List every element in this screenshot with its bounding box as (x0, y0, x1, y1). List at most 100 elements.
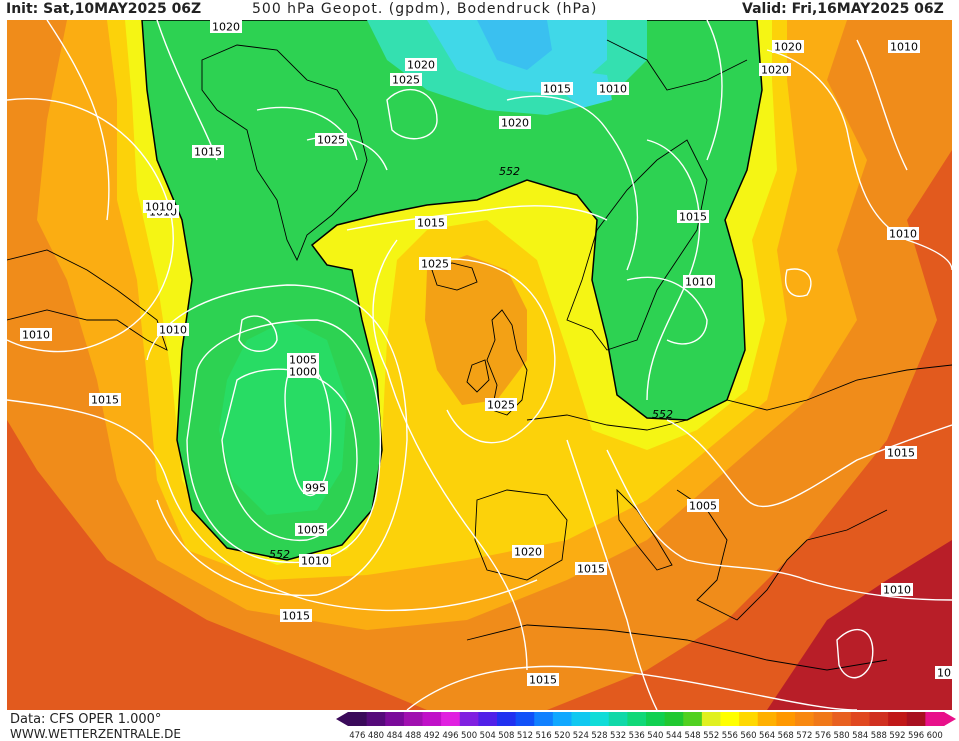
coast-europe (526, 364, 952, 431)
isobar-label-bg (210, 20, 242, 33)
contour-552-label: 552 (499, 165, 520, 178)
field-ridge-orange (425, 255, 527, 405)
color-legend: 476 480 484 488 492 496 500 504 508 512 516 520 524 5… (336, 712, 956, 740)
isobar-3 (46, 20, 110, 221)
init-time: Init: Sat,10MAY2025 06Z (6, 1, 202, 17)
isobar-21 (856, 39, 908, 171)
isobar-label: 1020 (761, 64, 789, 77)
isobar-5 (256, 106, 358, 161)
legend-tick-label: 520 (554, 731, 570, 740)
coast-balkans (676, 489, 888, 621)
isobar-label: 1025 (487, 399, 515, 412)
isobar-label: 1015 (887, 447, 915, 460)
legend-swatch (552, 712, 572, 726)
legend-tick-label: 548 (684, 731, 700, 740)
legend-tick-label: 492 (424, 731, 440, 740)
legend-tick-label: 592 (889, 731, 905, 740)
isobar-label-bg (512, 545, 544, 558)
coastlines (7, 39, 952, 671)
legend-tick-label: 532 (610, 731, 626, 740)
legend-swatch (925, 712, 945, 726)
isobar-label-bg (280, 609, 312, 622)
isobar-label-bg (772, 40, 804, 53)
isobar-label: 1010 (890, 41, 918, 54)
coast-greenland (201, 44, 368, 262)
isobar-label: 1020 (212, 21, 240, 34)
legend-tick-label: 556 (722, 731, 738, 740)
isobar-label-bg (89, 393, 121, 406)
legend-swatch (590, 712, 610, 726)
isobar-label: 1010 (159, 324, 187, 337)
legend-swatch (664, 712, 684, 726)
legend-tick-label: 540 (647, 731, 663, 740)
isobar-label-bg (677, 210, 709, 223)
legend-swatch (739, 712, 759, 726)
isobar-label: 1025 (392, 74, 420, 87)
legend-swatch (757, 712, 777, 726)
isobar-label: 1000 (289, 366, 317, 379)
isobar-label-bg (759, 63, 791, 76)
coast-iberia (474, 489, 568, 581)
legend-swatch (348, 712, 368, 726)
isobar-label-bg (881, 583, 913, 596)
isobar-label-bg (541, 82, 573, 95)
legend-tick-label: 560 (740, 731, 756, 740)
isobar-24 (606, 449, 952, 601)
isobar-15 (146, 284, 408, 597)
data-source: Data: CFS OPER 1.000° (10, 712, 162, 727)
isobar-label-bg (527, 673, 559, 686)
legend-arrow-right (944, 712, 956, 726)
isobar-label: 1005 (297, 524, 325, 537)
field-blue-core (562, 70, 612, 108)
isobar-labels: 1020 1010 1025 1020 1015 1010 1020 1010 1025 1020… (20, 20, 952, 687)
isobar-17 (626, 276, 708, 345)
coast-arctic (606, 39, 748, 91)
isobar-label-bg (157, 323, 189, 336)
isobar-12 (284, 359, 332, 497)
legend-swatch (497, 712, 517, 726)
legend-swatch (850, 712, 870, 726)
legend-swatch (813, 712, 833, 726)
legend-tick-label: 536 (629, 731, 645, 740)
legend-tick-label: 584 (852, 731, 868, 740)
isobar-label: 1015 (577, 563, 605, 576)
legend-tick-label: 480 (368, 731, 384, 740)
isobar-label: 1010 (889, 228, 917, 241)
isobar-label-bg (885, 446, 917, 459)
isobar-label-bg (20, 328, 52, 341)
isobar-label-bg (287, 365, 319, 378)
legend-swatch (683, 712, 703, 726)
legend-swatch (459, 712, 479, 726)
isobar-11 (238, 315, 278, 352)
legend-tick-label: 588 (871, 731, 887, 740)
isobar-22 (785, 268, 812, 297)
legend-swatch (701, 712, 721, 726)
legend-swatch (441, 712, 461, 726)
isobar-label-bg (299, 554, 331, 567)
legend-tick-label: 512 (517, 731, 533, 740)
isobar-label-bg (485, 398, 517, 411)
legend-tick-label: 524 (573, 731, 589, 740)
isobar-label-bg (935, 666, 952, 679)
isobar-label: 1010 (937, 667, 952, 680)
contour-552-label: 552 (269, 548, 290, 561)
isobar-label-bg (887, 227, 919, 240)
legend-swatch (906, 712, 926, 726)
legend-tick-label: 528 (591, 731, 607, 740)
legend-swatch (795, 712, 815, 726)
legend-swatch (385, 712, 405, 726)
legend-swatch (571, 712, 591, 726)
isobar-label: 1025 (317, 134, 345, 147)
isobar-19 (706, 20, 723, 161)
legend-swatch (646, 712, 666, 726)
legend-tick-label: 500 (461, 731, 477, 740)
isobar-label-bg (415, 216, 447, 229)
isobar-23 (666, 419, 952, 508)
isobar-25 (566, 439, 658, 710)
isobar-2 (7, 399, 538, 612)
isobar-9 (372, 239, 528, 671)
legend-tick-label: 564 (759, 731, 775, 740)
isobar-label: 1020 (407, 59, 435, 72)
legend-swatch (832, 712, 852, 726)
legend-swatch (608, 712, 628, 726)
